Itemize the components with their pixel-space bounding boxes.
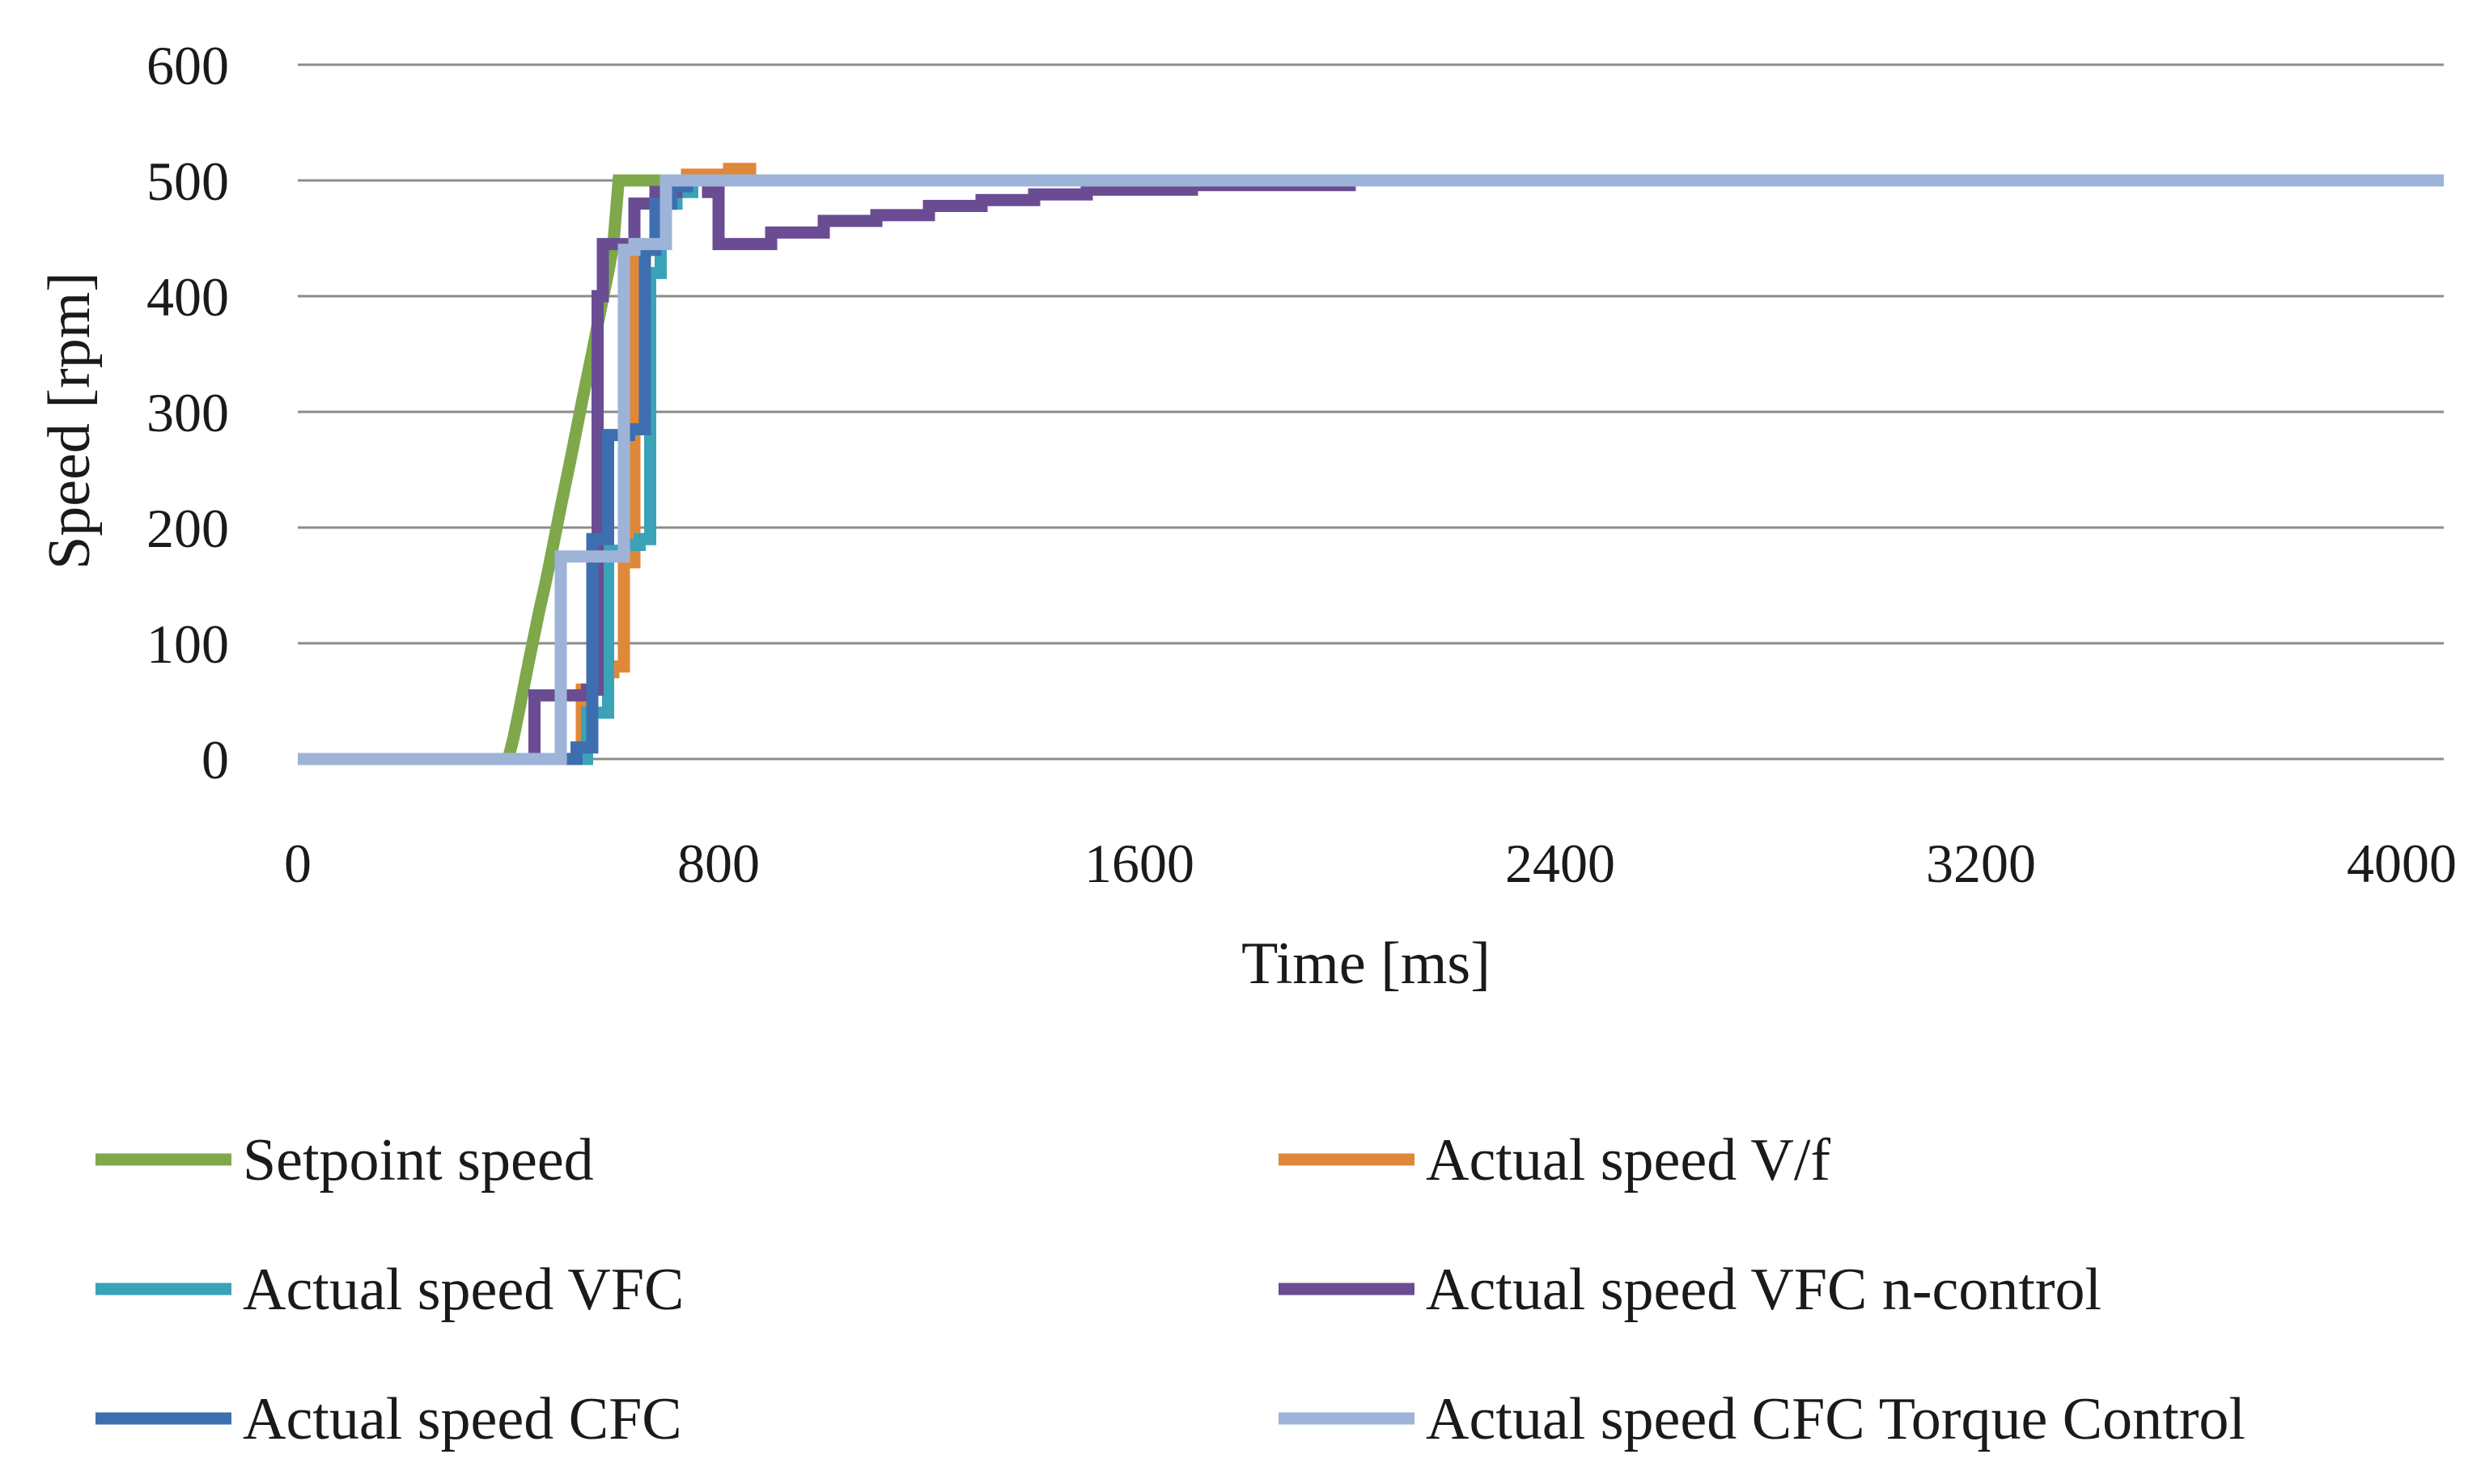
y-tick-label: 100: [146, 613, 229, 675]
y-tick-label: 600: [146, 35, 229, 96]
x-tick-label: 4000: [2347, 833, 2457, 894]
legend-label: Actual speed CFC Torque Control: [1426, 1386, 2246, 1452]
y-tick-label: 300: [146, 382, 229, 443]
x-tick-label: 1600: [1084, 833, 1194, 894]
plot-area: [298, 163, 2444, 765]
y-axis-ticks: 0 100 200 300 400 500 600: [146, 35, 229, 791]
x-axis-title: Time [ms]: [1241, 931, 1491, 997]
y-tick-label: 200: [146, 498, 229, 559]
legend-label: Actual speed CFC: [243, 1386, 682, 1452]
x-axis-ticks: 0 800 1600 2400 3200 4000: [284, 833, 2457, 894]
y-tick-label: 400: [146, 266, 229, 328]
x-tick-label: 800: [677, 833, 760, 894]
legend-label: Actual speed VFC: [243, 1257, 684, 1323]
y-tick-label: 500: [146, 151, 229, 212]
legend-label: Setpoint speed: [243, 1127, 594, 1194]
legend-label: Actual speed V/f: [1426, 1127, 1830, 1194]
series-line-actual-speed-cfc-torque-control: [298, 174, 2444, 765]
x-tick-label: 3200: [1926, 833, 2036, 894]
x-tick-label: 2400: [1505, 833, 1615, 894]
legend-label: Actual speed VFC n-control: [1426, 1257, 2101, 1323]
y-tick-label: 0: [201, 729, 229, 791]
y-axis-title: Speed [rpm]: [36, 272, 103, 570]
series-line-actual-speed-vfc-n-control: [298, 174, 2444, 765]
x-tick-label: 0: [284, 833, 312, 894]
legend: Setpoint speed Actual speed V/f Actual spe…: [95, 1127, 2246, 1452]
